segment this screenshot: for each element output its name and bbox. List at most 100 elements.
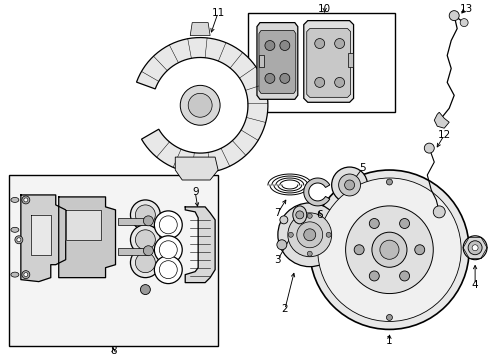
Circle shape xyxy=(303,229,315,241)
Circle shape xyxy=(368,219,379,229)
Circle shape xyxy=(331,167,367,203)
Circle shape xyxy=(24,273,28,276)
Ellipse shape xyxy=(11,227,19,232)
Circle shape xyxy=(135,230,155,250)
Polygon shape xyxy=(433,112,448,128)
Circle shape xyxy=(414,245,424,255)
Text: 10: 10 xyxy=(318,4,330,14)
Circle shape xyxy=(287,213,331,257)
Polygon shape xyxy=(185,207,215,283)
Circle shape xyxy=(368,271,379,281)
Text: 6: 6 xyxy=(316,210,323,220)
Circle shape xyxy=(399,219,409,229)
Text: 2: 2 xyxy=(281,305,287,315)
Circle shape xyxy=(22,196,30,204)
Bar xyxy=(247,13,395,112)
Circle shape xyxy=(154,211,182,239)
Circle shape xyxy=(130,225,160,255)
Circle shape xyxy=(353,245,364,255)
Circle shape xyxy=(448,11,458,21)
Circle shape xyxy=(314,77,324,87)
Text: 5: 5 xyxy=(359,163,365,173)
Circle shape xyxy=(295,211,303,219)
Circle shape xyxy=(130,248,160,278)
Circle shape xyxy=(344,180,354,190)
Text: 13: 13 xyxy=(459,4,472,14)
Ellipse shape xyxy=(11,272,19,277)
Circle shape xyxy=(459,19,467,27)
Text: 4: 4 xyxy=(471,280,477,289)
Circle shape xyxy=(467,241,481,255)
Polygon shape xyxy=(306,28,350,97)
Circle shape xyxy=(17,238,21,242)
Circle shape xyxy=(264,73,274,84)
Circle shape xyxy=(24,198,28,202)
Bar xyxy=(118,248,148,255)
Polygon shape xyxy=(175,157,218,180)
Bar xyxy=(347,54,352,67)
Circle shape xyxy=(334,77,344,87)
Polygon shape xyxy=(31,215,51,255)
Circle shape xyxy=(432,206,444,218)
Circle shape xyxy=(371,232,406,267)
Circle shape xyxy=(462,236,486,260)
Circle shape xyxy=(314,39,324,49)
Circle shape xyxy=(188,93,212,117)
Text: 3: 3 xyxy=(274,255,281,265)
Circle shape xyxy=(22,271,30,279)
Polygon shape xyxy=(59,197,115,278)
Polygon shape xyxy=(190,23,210,36)
Circle shape xyxy=(159,241,177,259)
Circle shape xyxy=(471,245,477,251)
Text: 9: 9 xyxy=(191,187,198,197)
Bar xyxy=(259,55,264,67)
Circle shape xyxy=(317,178,460,321)
Circle shape xyxy=(143,246,153,256)
Circle shape xyxy=(306,213,312,219)
Text: 1: 1 xyxy=(386,336,392,346)
Text: 7: 7 xyxy=(274,208,281,218)
Polygon shape xyxy=(136,37,267,173)
Circle shape xyxy=(296,222,322,248)
Circle shape xyxy=(338,174,360,196)
Circle shape xyxy=(180,85,220,125)
Circle shape xyxy=(276,240,286,250)
Circle shape xyxy=(130,200,160,230)
Polygon shape xyxy=(256,23,297,99)
Polygon shape xyxy=(303,21,353,102)
Circle shape xyxy=(288,232,293,237)
Circle shape xyxy=(135,205,155,225)
Circle shape xyxy=(159,261,177,279)
Circle shape xyxy=(279,216,287,224)
Text: 12: 12 xyxy=(437,130,450,140)
Polygon shape xyxy=(65,210,101,240)
Circle shape xyxy=(279,73,289,84)
Bar xyxy=(118,218,148,225)
Circle shape xyxy=(277,203,341,267)
Text: 11: 11 xyxy=(211,8,224,18)
Circle shape xyxy=(159,216,177,234)
Circle shape xyxy=(15,236,23,244)
Circle shape xyxy=(334,39,344,49)
Circle shape xyxy=(325,232,330,237)
Circle shape xyxy=(386,315,392,320)
Circle shape xyxy=(154,236,182,264)
Ellipse shape xyxy=(292,206,306,224)
Text: 8: 8 xyxy=(110,346,117,356)
Polygon shape xyxy=(21,195,65,282)
Circle shape xyxy=(379,240,398,259)
Circle shape xyxy=(386,179,392,185)
Circle shape xyxy=(264,41,274,50)
Bar xyxy=(9,175,218,346)
Circle shape xyxy=(424,143,433,153)
Circle shape xyxy=(154,256,182,284)
Ellipse shape xyxy=(11,197,19,202)
Circle shape xyxy=(306,251,312,256)
Circle shape xyxy=(140,285,150,294)
Circle shape xyxy=(279,41,289,50)
Circle shape xyxy=(135,253,155,273)
Circle shape xyxy=(345,206,432,293)
Polygon shape xyxy=(259,31,295,93)
Polygon shape xyxy=(303,178,329,206)
Circle shape xyxy=(399,271,409,281)
